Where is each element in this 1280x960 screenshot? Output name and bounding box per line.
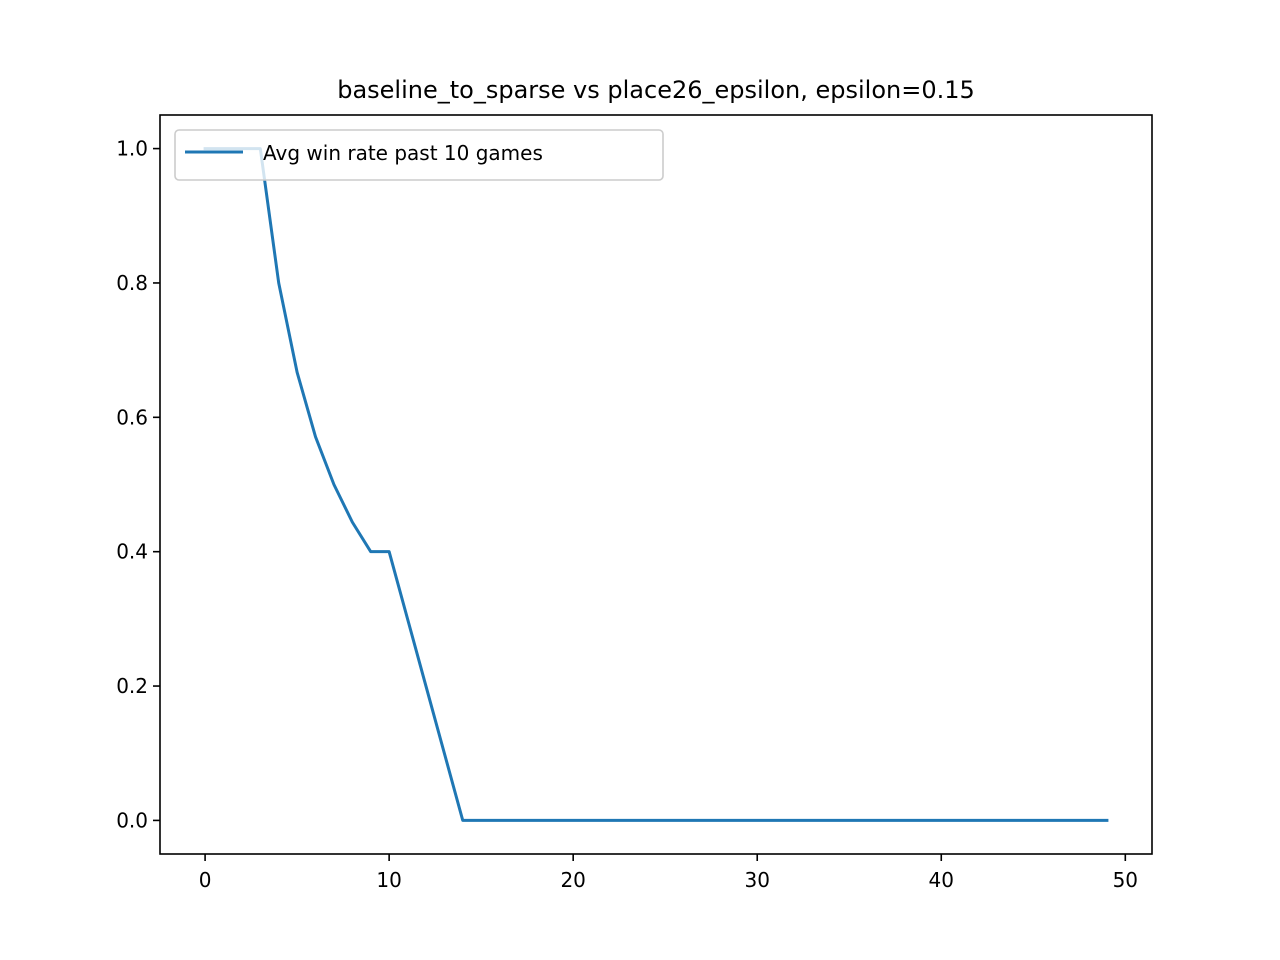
plot-area [203,147,1109,822]
x-tick-label: 0 [199,868,212,892]
legend-box [174,129,664,181]
x-tick-label: 10 [376,868,401,892]
x-tick-label: 50 [1113,868,1138,892]
legend: Avg win rate past 10 games [174,129,664,181]
y-tick-label: 0.6 [116,405,148,429]
axes-frame [159,114,1153,855]
y-tick-label: 0.0 [116,808,148,832]
y-tick-label: 0.4 [116,540,148,564]
x-tick-label: 30 [744,868,769,892]
x-tick-label: 40 [929,868,954,892]
chart-title: baseline_to_sparse vs place26_epsilon, e… [337,76,975,104]
legend-label: Avg win rate past 10 games [263,141,543,165]
x-tick-label: 20 [560,868,585,892]
y-tick-label: 0.8 [116,271,148,295]
series-line-0 [203,147,1109,822]
axes: 0 10 20 30 40 50 0.0 0.2 0.4 0.6 0.8 1.0 [116,114,1153,892]
y-tick-label: 1.0 [116,137,148,161]
y-tick-label: 0.2 [116,674,148,698]
